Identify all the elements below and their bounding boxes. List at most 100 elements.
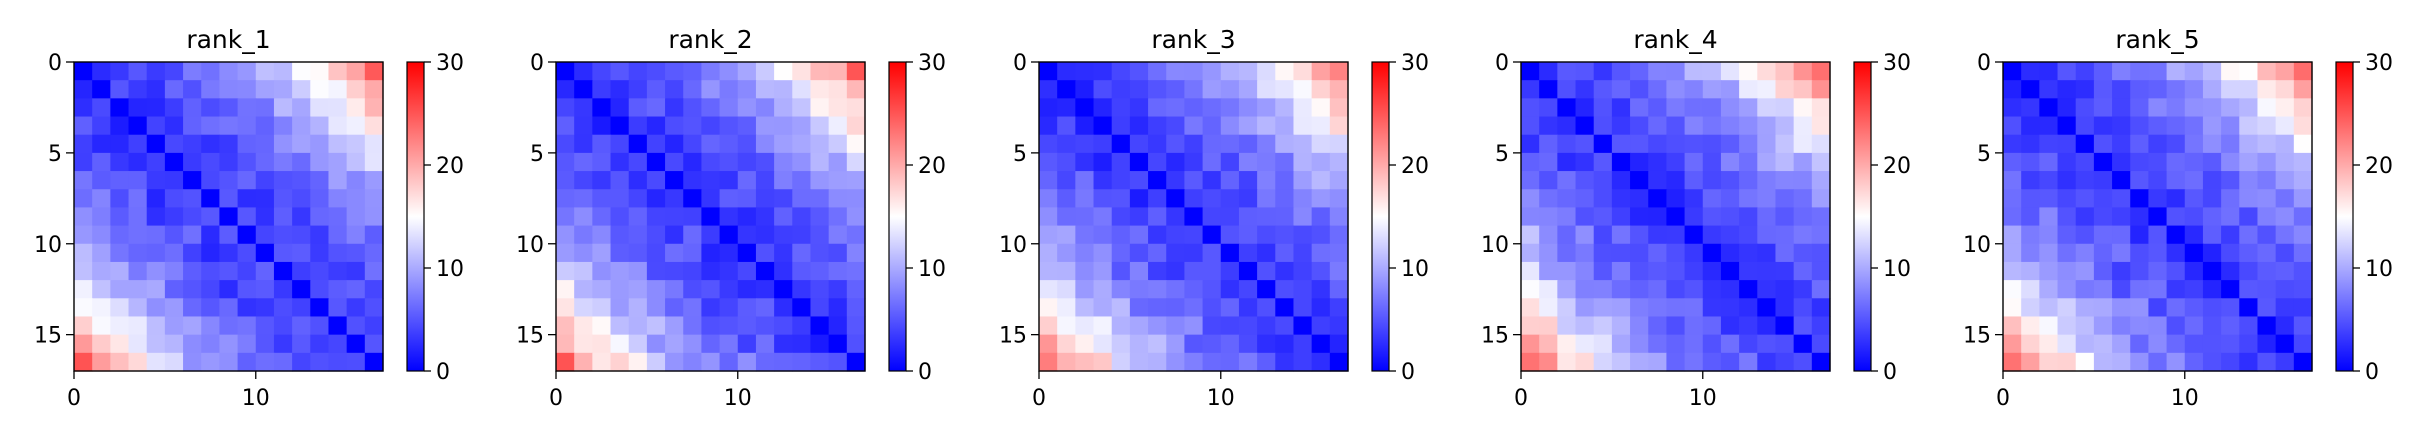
- heatmap-cell: [2275, 261, 2295, 281]
- colorbar-tick-label: 10: [1401, 257, 1429, 282]
- heatmap-cell: [1702, 98, 1722, 118]
- heatmap-cell: [1611, 316, 1631, 336]
- heatmap-cell: [1039, 189, 1058, 209]
- heatmap-cell: [255, 243, 275, 263]
- heatmap-cell: [1557, 334, 1577, 354]
- heatmap-cell: [2202, 243, 2222, 263]
- heatmap-cell: [110, 280, 130, 299]
- heatmap-cell: [328, 80, 348, 99]
- heatmap-cell: [255, 298, 275, 318]
- heatmap-cell: [2130, 189, 2150, 209]
- heatmap-cell: [556, 280, 575, 299]
- heatmap-cell: [1238, 134, 1258, 154]
- heatmap-cell: [1311, 189, 1331, 209]
- heatmap-cell: [665, 134, 684, 154]
- heatmap-cell: [1611, 152, 1631, 172]
- heatmap-cell: [1257, 116, 1276, 136]
- heatmap-cell: [592, 334, 612, 354]
- heatmap-cell: [1666, 280, 1686, 299]
- heatmap-cell: [2039, 298, 2059, 318]
- heatmap-cell: [1129, 261, 1149, 281]
- heatmap-cell: [219, 280, 239, 299]
- colorbar-tick-label: 10: [436, 257, 464, 282]
- heatmap-cell: [574, 80, 593, 99]
- heatmap-cell: [1111, 98, 1131, 118]
- heatmap-cell: [2202, 171, 2222, 190]
- heatmap-cell: [1611, 62, 1631, 81]
- heatmap-cell: [2275, 134, 2295, 154]
- heatmap-cell: [774, 261, 793, 281]
- heatmap-cell: [128, 225, 148, 245]
- heatmap-cell: [1184, 298, 1204, 318]
- heatmap-cell: [2093, 152, 2113, 172]
- heatmap-cell: [2075, 334, 2095, 354]
- heatmap-cell: [1311, 62, 1331, 81]
- heatmap-cell: [2093, 352, 2113, 372]
- heatmap-cell: [2293, 316, 2313, 336]
- heatmap-cell: [1075, 280, 1095, 299]
- heatmap-cell: [592, 152, 612, 172]
- heatmap-cell: [683, 352, 703, 372]
- heatmap-cell: [1148, 116, 1167, 136]
- heatmap-cell: [1311, 171, 1331, 190]
- heatmap-cell: [201, 352, 221, 372]
- heatmap-cell: [1775, 80, 1795, 99]
- panel-title: rank_1: [186, 25, 270, 54]
- heatmap-cell: [1811, 334, 1831, 354]
- heatmap-cell: [828, 98, 848, 118]
- heatmap-cell: [110, 207, 130, 227]
- heatmap-cell: [328, 207, 348, 227]
- colorbar-tick-label: 30: [436, 51, 464, 76]
- heatmap-cell: [1793, 152, 1813, 172]
- heatmap-cell: [646, 316, 666, 336]
- heatmap-cell: [1257, 298, 1276, 318]
- heatmap-cell: [219, 352, 239, 372]
- heatmap-cell: [1166, 280, 1186, 299]
- heatmap-cell: [255, 171, 275, 190]
- heatmap-cell: [346, 207, 366, 227]
- heatmap-cell: [719, 280, 739, 299]
- heatmap-cell: [2075, 280, 2095, 299]
- y-tick-label: 0: [1495, 51, 1509, 76]
- heatmap-cell: [1220, 207, 1240, 227]
- heatmap-cell: [1630, 152, 1649, 172]
- heatmap-cell: [1757, 116, 1777, 136]
- heatmap-cell: [1166, 116, 1186, 136]
- heatmap-cell: [2039, 171, 2059, 190]
- heatmap-cell: [292, 207, 311, 227]
- heatmap-cell: [1539, 298, 1558, 318]
- heatmap-cell: [74, 334, 93, 354]
- heatmap-cell: [1557, 189, 1577, 209]
- heatmap-cell: [1793, 80, 1813, 99]
- heatmap-cell: [2184, 280, 2204, 299]
- heatmap-cell: [2130, 152, 2150, 172]
- heatmap-cell: [273, 171, 293, 190]
- heatmap-cell: [2148, 134, 2168, 154]
- heatmap-cell: [255, 62, 275, 81]
- heatmap-cell: [1793, 352, 1813, 372]
- heatmap-cell: [2075, 352, 2095, 372]
- heatmap-cell: [2239, 225, 2259, 245]
- heatmap-cell: [183, 98, 202, 118]
- heatmap-cell: [146, 98, 166, 118]
- heatmap-cell: [1521, 243, 1540, 263]
- heatmap-cell: [164, 98, 184, 118]
- heatmap-cell: [755, 352, 775, 372]
- heatmap-cell: [719, 134, 739, 154]
- heatmap-cell: [2112, 189, 2131, 209]
- heatmap-cell: [201, 189, 221, 209]
- heatmap-cell: [164, 280, 184, 299]
- heatmap-cell: [2166, 134, 2186, 154]
- heatmap-cell: [237, 152, 257, 172]
- heatmap-cell: [1521, 298, 1540, 318]
- heatmap-cell: [1775, 334, 1795, 354]
- heatmap-cell: [1075, 207, 1095, 227]
- heatmap-cell: [592, 134, 612, 154]
- heatmap-cell: [1275, 243, 1295, 263]
- heatmap-cell: [92, 261, 111, 281]
- heatmap-cell: [683, 189, 703, 209]
- heatmap-cell: [2112, 116, 2131, 136]
- heatmap-cell: [2039, 225, 2059, 245]
- heatmap-cell: [774, 189, 793, 209]
- heatmap-cell: [92, 352, 111, 372]
